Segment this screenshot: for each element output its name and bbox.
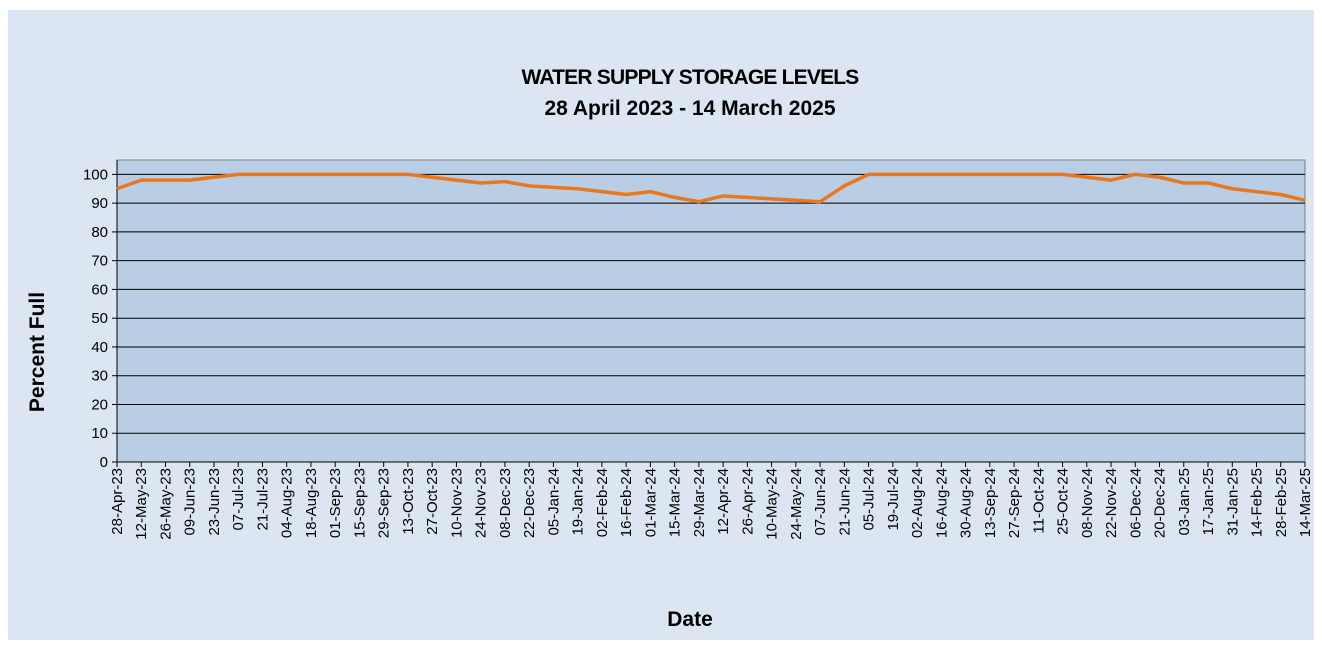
y-tick-label: 90 xyxy=(91,195,108,212)
y-tick-label: 60 xyxy=(91,281,108,298)
x-tick-label: 01-Mar-24 xyxy=(642,468,659,537)
x-tick-label: 25-Oct-24 xyxy=(1055,468,1072,535)
x-tick-label: 10-Nov-23 xyxy=(448,468,465,538)
x-tick-label: 14-Feb-25 xyxy=(1249,468,1266,537)
x-tick-label: 14-Mar-25 xyxy=(1297,468,1314,537)
x-tick-label: 15-Sep-23 xyxy=(351,468,368,538)
x-tick-label: 01-Sep-23 xyxy=(327,468,344,538)
x-tick-label: 07-Jun-24 xyxy=(812,468,829,536)
x-tick-label: 21-Jul-23 xyxy=(254,468,271,531)
x-tick-label: 26-May-23 xyxy=(157,468,174,540)
y-tick-label: 50 xyxy=(91,310,108,327)
x-tick-label: 08-Nov-24 xyxy=(1079,468,1096,538)
x-tick-label: 27-Oct-23 xyxy=(424,468,441,535)
x-tick-label: 23-Jun-23 xyxy=(206,468,223,536)
y-tick-label: 30 xyxy=(91,368,108,385)
x-tick-label: 19-Jan-24 xyxy=(570,468,587,536)
x-tick-label: 12-May-23 xyxy=(133,468,150,540)
y-tick-label: 40 xyxy=(91,339,108,356)
y-tick-label: 10 xyxy=(91,425,108,442)
x-tick-label: 27-Sep-24 xyxy=(1006,468,1023,538)
x-tick-label: 28-Feb-25 xyxy=(1273,468,1290,537)
x-tick-label: 11-Oct-24 xyxy=(1030,468,1047,534)
x-tick-label: 29-Sep-23 xyxy=(376,468,393,538)
x-tick-label: 03-Jan-25 xyxy=(1176,468,1193,536)
y-tick-label: 100 xyxy=(83,166,108,183)
data-line xyxy=(116,172,1306,204)
x-tick-label: 31-Jan-25 xyxy=(1224,468,1241,536)
x-tick-label: 06-Dec-24 xyxy=(1127,468,1144,538)
x-tick-label: 13-Oct-23 xyxy=(400,468,417,535)
y-tick-label: 80 xyxy=(91,224,108,241)
x-tick-label: 20-Dec-24 xyxy=(1152,468,1169,538)
x-axis-label: Date xyxy=(667,608,713,631)
x-tick-label: 09-Jun-23 xyxy=(182,468,199,536)
x-tick-label: 15-Mar-24 xyxy=(667,468,684,537)
x-tick-label: 10-May-24 xyxy=(764,468,781,540)
x-tick-label: 18-Aug-23 xyxy=(303,468,320,538)
x-tick-label: 30-Aug-24 xyxy=(958,468,975,538)
x-tick-label: 22-Dec-23 xyxy=(521,468,538,538)
x-tick-label: 28-Apr-23 xyxy=(109,468,126,535)
x-tick-label: 17-Jan-25 xyxy=(1200,468,1217,536)
x-tick-label: 29-Mar-24 xyxy=(691,468,708,537)
x-tick-label: 07-Jul-23 xyxy=(230,468,247,531)
x-tick-label: 02-Aug-24 xyxy=(909,468,926,538)
chart-subtitle: 28 April 2023 - 14 March 2025 xyxy=(544,97,835,120)
x-tick-label: 26-Apr-24 xyxy=(739,468,756,535)
y-tick-label: 70 xyxy=(91,253,108,270)
x-tick-label: 16-Feb-24 xyxy=(618,468,635,537)
x-tick-label: 24-Nov-23 xyxy=(473,468,490,538)
x-tick-label: 04-Aug-23 xyxy=(279,468,296,538)
x-tick-label: 13-Sep-24 xyxy=(982,468,999,538)
x-tick-label: 05-Jul-24 xyxy=(861,468,878,531)
x-tick-label: 21-Jun-24 xyxy=(836,468,853,536)
y-tick-label: 0 xyxy=(100,454,108,471)
x-tick-label: 24-May-24 xyxy=(788,468,805,540)
x-tick-label: 05-Jan-24 xyxy=(545,468,562,536)
chart-title: WATER SUPPLY STORAGE LEVELS xyxy=(521,66,859,89)
x-tick-label: 02-Feb-24 xyxy=(594,468,611,537)
x-tick-label: 19-Jul-24 xyxy=(885,468,902,531)
x-tick-label: 08-Dec-23 xyxy=(497,468,514,538)
y-tick-label: 20 xyxy=(91,396,108,413)
plot-area xyxy=(116,159,1306,463)
x-tick-label: 22-Nov-24 xyxy=(1103,468,1120,538)
x-tick-label: 16-Aug-24 xyxy=(933,468,950,538)
x-tick-label: 12-Apr-24 xyxy=(715,468,732,535)
y-axis-label: Percent Full xyxy=(26,292,49,412)
